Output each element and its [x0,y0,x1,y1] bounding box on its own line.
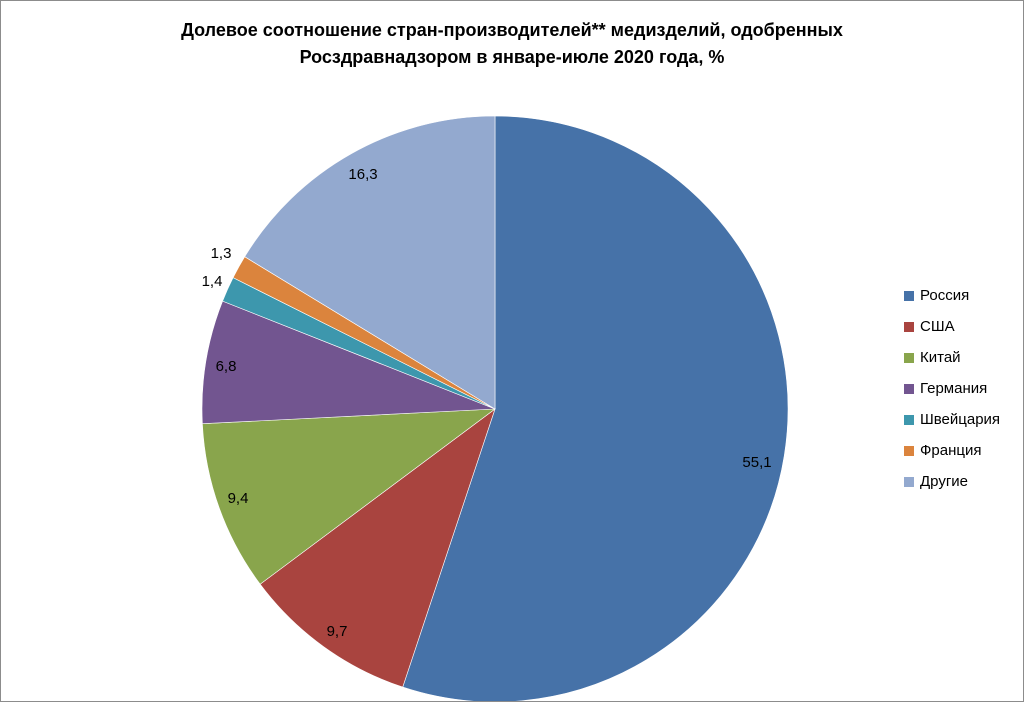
legend-label: Китай [920,349,961,366]
data-label-франция: 1,3 [211,245,232,262]
chart-title-line-1: Долевое соотношение стран-производителей… [181,20,843,40]
legend-label: США [920,318,955,335]
legend-item-сша: США [904,311,1000,342]
legend-swatch [904,290,914,301]
data-label-другие: 16,3 [348,166,377,183]
legend-item-германия: Германия [904,373,1000,404]
data-label-китай: 9,4 [228,490,249,507]
legend-item-россия: Россия [904,280,1000,311]
legend-swatch [904,445,914,456]
pie-slice-другие [244,115,496,410]
legend-swatch [904,383,914,394]
data-label-германия: 6,8 [216,358,237,375]
chart-legend: Россия США Китай Германия Швейцария Франция Др… [904,280,1000,497]
legend-item-швейцария: Швейцария [904,404,1000,435]
pie-slice-китай [202,408,496,585]
legend-label: Другие [920,473,969,490]
legend-swatch [904,352,914,363]
legend-swatch [904,414,914,425]
chart-title-line-2: Росздравнадзором в январе-июле 2020 года… [299,47,725,67]
data-label-россия: 55,1 [742,454,771,471]
legend-label: Швейцария [920,411,1001,428]
legend-item-франция: Франция [904,435,1000,466]
data-label-сша: 9,7 [327,623,348,640]
legend-swatch [904,321,914,332]
pie-slice-сша [259,408,496,688]
chart-title: Долевое соотношение стран-производителей… [1,17,1023,71]
data-label-швейцария: 1,4 [202,273,223,290]
legend-swatch [904,476,914,487]
legend-label: Россия [920,287,970,304]
pie-slice-германия [201,300,496,425]
legend-label: Германия [920,380,988,397]
pie-slice-россия [402,115,789,701]
legend-item-другие: Другие [904,466,1000,497]
legend-label: Франция [920,442,982,459]
legend-item-китай: Китай [904,342,1000,373]
